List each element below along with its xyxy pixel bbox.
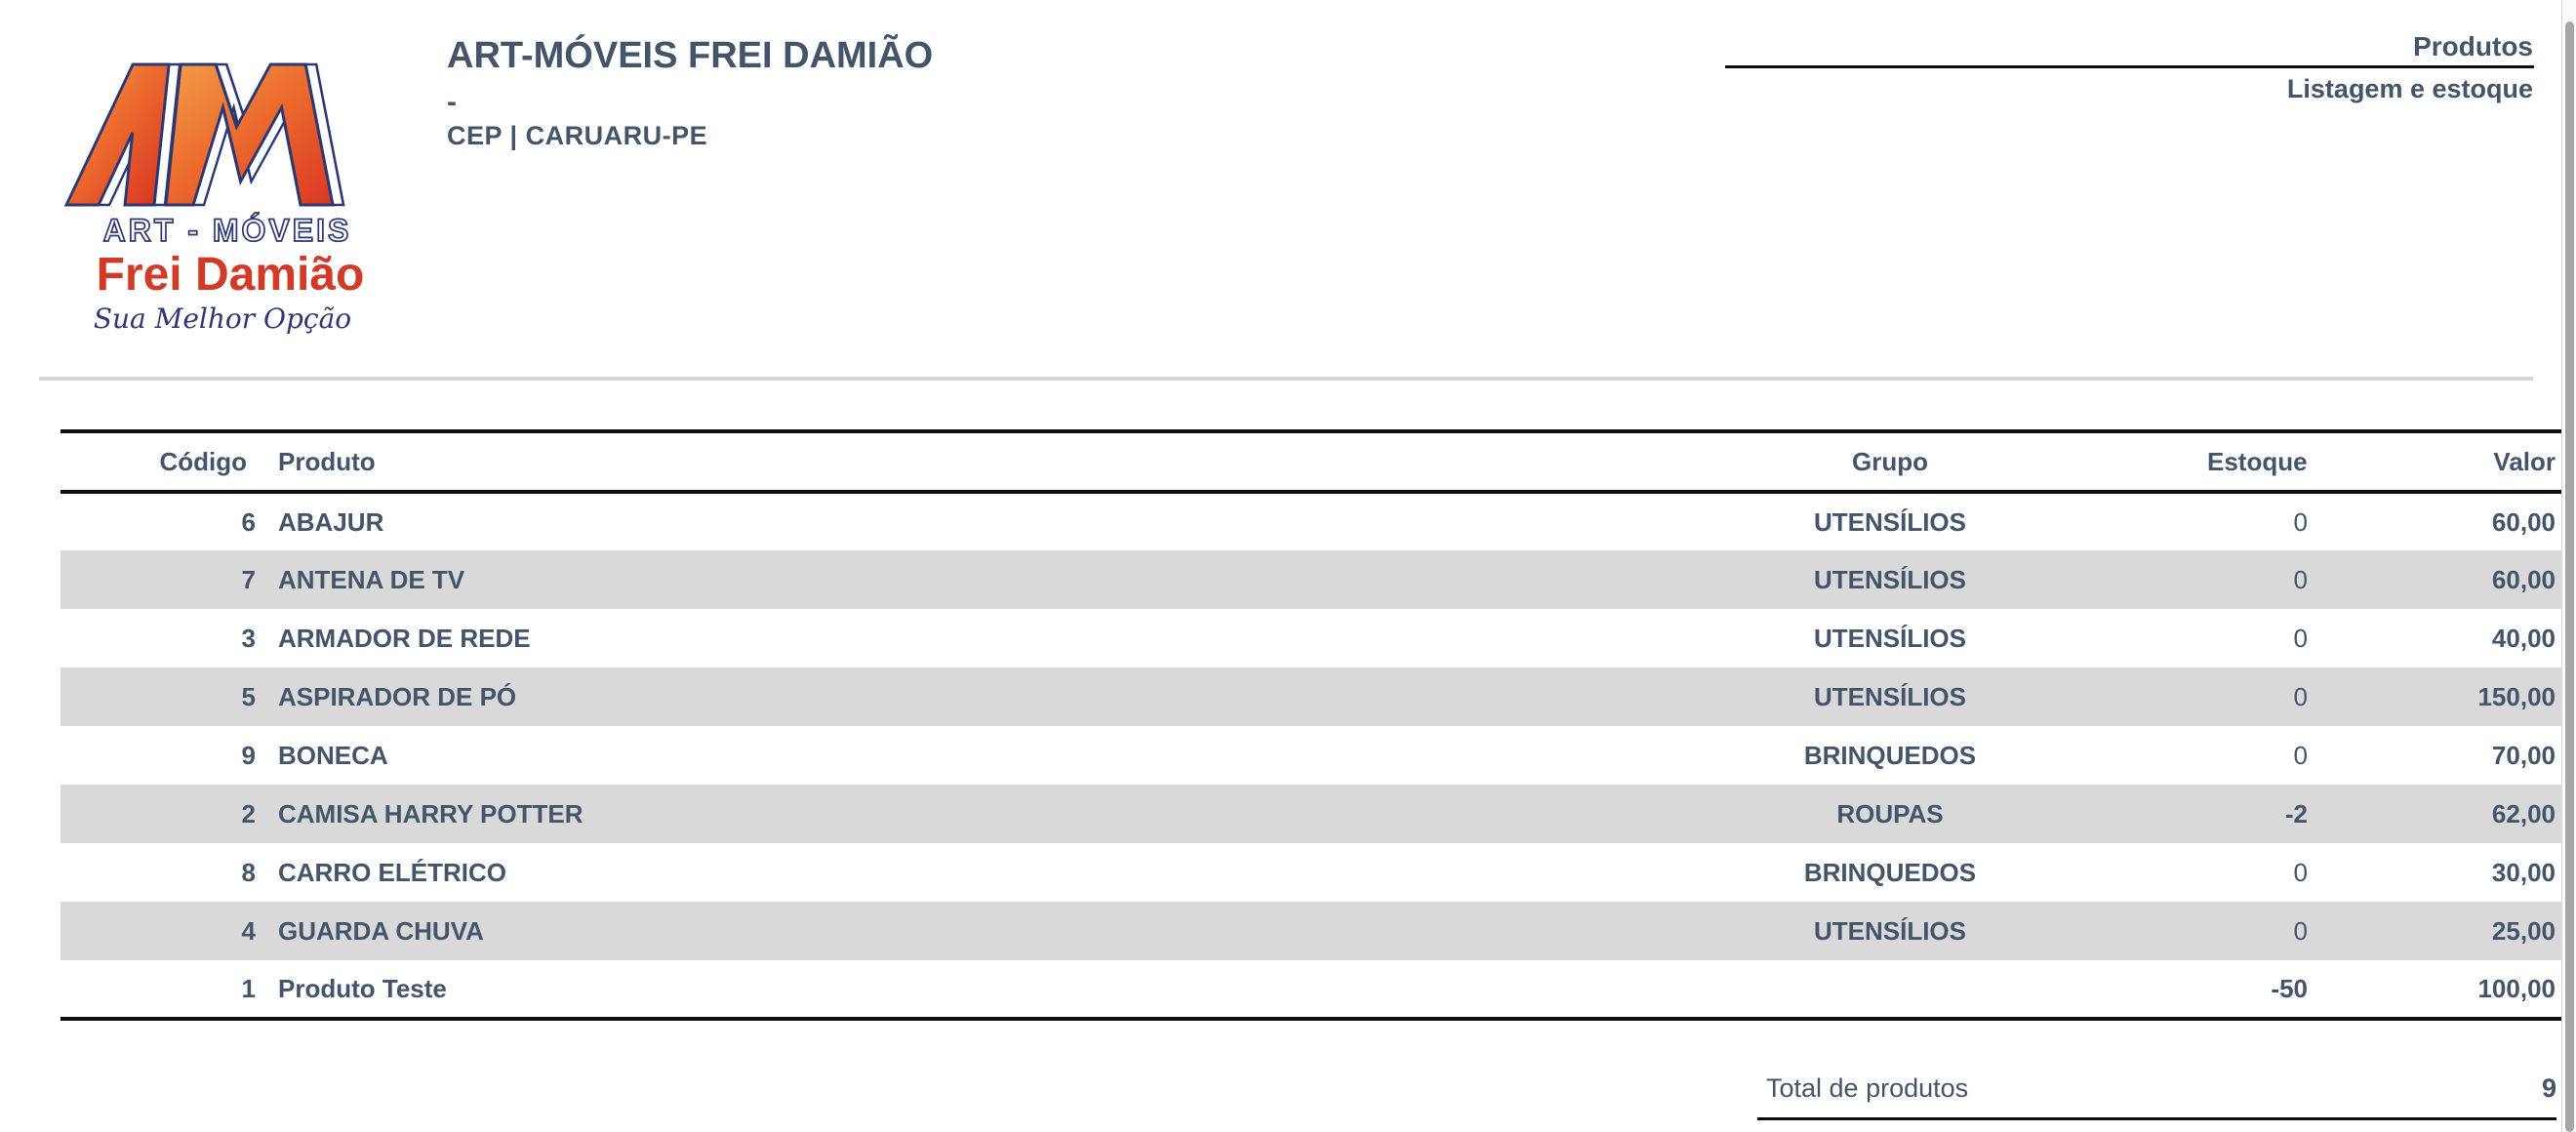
cell-grupo: BRINQUEDOS bbox=[1803, 740, 1977, 770]
column-header-codigo: Código bbox=[159, 446, 247, 476]
cell-valor: 25,00 bbox=[2491, 915, 2556, 946]
products-table-header: Código Produto Grupo Estoque Valor bbox=[60, 431, 2563, 492]
table-row: 3 ARMADOR DE REDE UTENSÍLIOS 0 40,00 bbox=[60, 609, 2563, 667]
cell-grupo bbox=[1573, 960, 2207, 1019]
cell-estoque: 0 bbox=[2293, 857, 2308, 887]
cell-grupo: UTENSÍLIOS bbox=[1813, 564, 1966, 594]
table-row: 5 ASPIRADOR DE PÓ UTENSÍLIOS 0 150,00 bbox=[60, 667, 2563, 726]
footer-underline bbox=[1757, 1117, 2556, 1120]
cell-codigo: 6 bbox=[241, 506, 256, 537]
cell-codigo: 4 bbox=[241, 915, 256, 946]
cell-codigo: 5 bbox=[241, 681, 256, 711]
cell-grupo: BRINQUEDOS bbox=[1803, 857, 1977, 887]
report-title: Produtos bbox=[2413, 31, 2533, 61]
cell-codigo: 8 bbox=[241, 857, 256, 887]
cell-valor: 62,00 bbox=[2491, 798, 2556, 829]
table-row: 8 CARRO ELÉTRICO BRINQUEDOS 0 30,00 bbox=[60, 843, 2563, 902]
table-row: 9 BONECA BRINQUEDOS 0 70,00 bbox=[60, 726, 2563, 785]
logo-tagline-text: Sua Melhor Opção bbox=[93, 303, 352, 335]
cell-grupo: UTENSÍLIOS bbox=[1813, 681, 1966, 711]
cell-valor: 30,00 bbox=[2491, 857, 2556, 887]
products-table: Código Produto Grupo Estoque Valor 6 ABA… bbox=[60, 429, 2563, 1021]
cell-produto: ASPIRADOR DE PÓ bbox=[278, 681, 517, 711]
table-row: 2 CAMISA HARRY POTTER ROUPAS -2 62,00 bbox=[60, 785, 2563, 843]
cell-codigo: 2 bbox=[241, 798, 256, 829]
table-row: 1 Produto Teste -50 100,00 bbox=[60, 960, 2563, 1019]
cell-codigo: 7 bbox=[241, 564, 256, 594]
cell-estoque: -2 bbox=[2284, 798, 2308, 829]
cell-estoque: 0 bbox=[2293, 623, 2308, 653]
company-title: ART-MÓVEIS FREI DAMIÃO bbox=[447, 35, 934, 76]
logo-frei-damiao-text: Frei Damião bbox=[96, 249, 365, 301]
products-table-body: 6 ABAJUR UTENSÍLIOS 0 60,00 7 ANTENA DE … bbox=[60, 492, 2563, 1019]
cell-valor: 150,00 bbox=[2477, 681, 2556, 711]
cell-grupo: UTENSÍLIOS bbox=[1813, 506, 1966, 537]
logo-art-moveis-text: ART - MÓVEIS bbox=[102, 212, 352, 249]
cell-produto: ABAJUR bbox=[278, 506, 384, 537]
cell-valor: 100,00 bbox=[2477, 973, 2556, 1003]
company-subtitle-dash: - bbox=[447, 86, 457, 118]
report-subtitle: Listagem e estoque bbox=[2286, 74, 2533, 103]
cell-produto: GUARDA CHUVA bbox=[278, 915, 484, 946]
cell-estoque: 0 bbox=[2293, 506, 2308, 537]
column-header-grupo: Grupo bbox=[1852, 446, 1928, 476]
header-divider bbox=[39, 377, 2533, 381]
table-row: 4 GUARDA CHUVA UTENSÍLIOS 0 25,00 bbox=[60, 902, 2563, 960]
cell-valor: 40,00 bbox=[2491, 623, 2556, 653]
cell-estoque: 0 bbox=[2293, 740, 2308, 770]
cell-estoque: -50 bbox=[2271, 973, 2308, 1003]
vertical-scrollbar-thumb[interactable] bbox=[2565, 21, 2574, 1132]
cell-valor: 60,00 bbox=[2491, 506, 2556, 537]
cell-grupo: UTENSÍLIOS bbox=[1813, 623, 1966, 653]
table-row: 6 ABAJUR UTENSÍLIOS 0 60,00 bbox=[60, 492, 2563, 550]
column-header-produto: Produto bbox=[278, 446, 376, 476]
cell-codigo: 1 bbox=[241, 973, 256, 1003]
report-title-underline bbox=[1725, 65, 2534, 68]
cell-produto: BONECA bbox=[278, 740, 388, 770]
cell-grupo: UTENSÍLIOS bbox=[1813, 915, 1966, 946]
total-products-label: Total de produtos bbox=[1766, 1073, 1969, 1103]
logo-monogram-am-icon bbox=[63, 62, 345, 207]
cell-estoque: 0 bbox=[2293, 681, 2308, 711]
cell-codigo: 3 bbox=[241, 623, 256, 653]
cell-grupo: ROUPAS bbox=[1836, 798, 1944, 829]
cell-estoque: 0 bbox=[2293, 915, 2308, 946]
vertical-scrollbar-track[interactable] bbox=[2561, 0, 2576, 1132]
company-location: CEP | CARUARU-PE bbox=[447, 121, 708, 150]
cell-codigo: 9 bbox=[241, 740, 256, 770]
cell-produto: CAMISA HARRY POTTER bbox=[278, 798, 584, 829]
table-row: 7 ANTENA DE TV UTENSÍLIOS 0 60,00 bbox=[60, 550, 2563, 609]
column-header-estoque: Estoque bbox=[2207, 446, 2308, 476]
total-products-value: 9 bbox=[2541, 1073, 2556, 1103]
cell-valor: 60,00 bbox=[2491, 564, 2556, 594]
cell-valor: 70,00 bbox=[2491, 740, 2556, 770]
cell-estoque: 0 bbox=[2293, 564, 2308, 594]
cell-produto: ARMADOR DE REDE bbox=[278, 623, 531, 653]
cell-produto: CARRO ELÉTRICO bbox=[278, 857, 506, 887]
cell-produto: ANTENA DE TV bbox=[278, 564, 465, 594]
column-header-valor: Valor bbox=[2493, 446, 2556, 476]
cell-produto: Produto Teste bbox=[278, 973, 447, 1003]
